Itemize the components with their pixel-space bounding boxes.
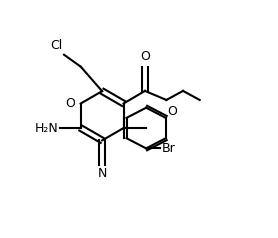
Text: O: O — [140, 50, 150, 63]
Text: O: O — [65, 97, 75, 110]
Text: Cl: Cl — [51, 39, 63, 52]
Text: Br: Br — [162, 142, 175, 155]
Text: H₂N: H₂N — [35, 122, 59, 134]
Text: O: O — [168, 105, 177, 118]
Text: N: N — [97, 167, 107, 180]
